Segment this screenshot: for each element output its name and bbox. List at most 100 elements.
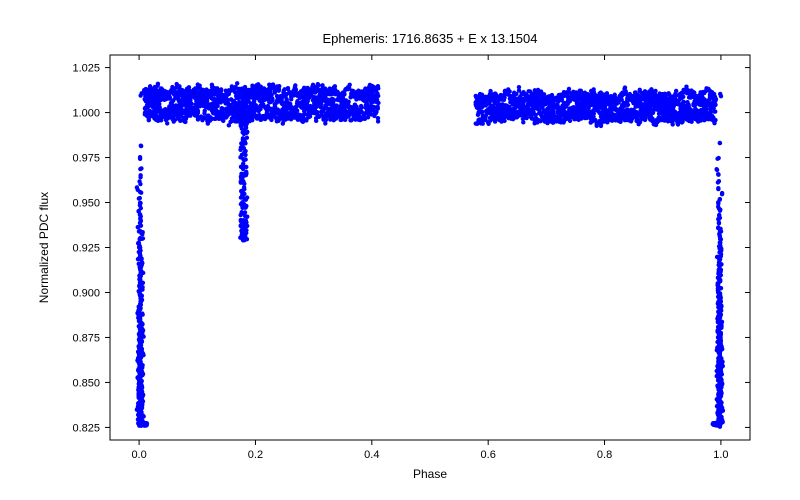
data-point (484, 103, 488, 107)
data-point (716, 173, 720, 177)
data-point (167, 107, 171, 111)
data-point (701, 101, 705, 105)
x-tick-label: 0.4 (364, 449, 379, 461)
data-point (240, 153, 244, 157)
data-point (686, 103, 690, 107)
data-point (548, 95, 552, 99)
data-point (239, 172, 243, 176)
data-point (530, 108, 534, 112)
data-point (518, 111, 522, 115)
data-point (627, 114, 631, 118)
data-point (373, 98, 377, 102)
data-point (588, 96, 592, 100)
data-point (270, 109, 274, 113)
data-point (239, 211, 243, 215)
data-point (693, 114, 697, 118)
data-point (243, 157, 247, 161)
data-point (280, 94, 284, 98)
data-point (676, 98, 680, 102)
data-point (366, 104, 370, 108)
data-point (148, 84, 152, 88)
y-tick-label: 1.025 (72, 63, 100, 75)
data-point (255, 92, 259, 96)
data-point (146, 104, 150, 108)
data-point (239, 177, 243, 181)
data-point (156, 82, 160, 86)
data-point (690, 110, 694, 114)
data-point (159, 87, 163, 91)
data-point (643, 97, 647, 101)
data-point (227, 123, 231, 127)
data-point (693, 107, 697, 111)
data-point (287, 113, 291, 117)
data-point (140, 237, 144, 241)
data-point (185, 114, 189, 118)
data-point (325, 100, 329, 104)
data-point (718, 141, 722, 145)
data-point (318, 88, 322, 92)
data-point (335, 103, 339, 107)
data-point (314, 119, 318, 123)
chart-title: Ephemeris: 1716.8635 + E x 13.1504 (322, 31, 537, 46)
data-point (241, 90, 245, 94)
data-point (240, 105, 244, 109)
data-point (718, 208, 722, 212)
data-point (281, 121, 285, 125)
y-tick-label: 1.000 (72, 108, 100, 120)
y-tick-label: 0.875 (72, 332, 100, 344)
data-point (551, 120, 555, 124)
data-point (149, 94, 153, 98)
data-point (658, 105, 662, 109)
data-point (670, 109, 674, 113)
data-point (579, 116, 583, 120)
data-point (206, 96, 210, 100)
data-point (713, 103, 717, 107)
data-point (154, 110, 158, 114)
data-point (195, 110, 199, 114)
data-point (236, 106, 240, 110)
data-point (510, 102, 514, 106)
data-point (359, 105, 363, 109)
data-point (214, 110, 218, 114)
data-point (267, 113, 271, 117)
data-point (279, 100, 283, 104)
data-point (241, 235, 245, 239)
data-point (653, 89, 657, 93)
data-point (646, 110, 650, 114)
data-point (323, 121, 327, 125)
data-point (264, 107, 268, 111)
data-point (136, 421, 140, 425)
data-point (623, 85, 627, 89)
data-point (138, 190, 142, 194)
data-point (524, 116, 528, 120)
data-point (664, 104, 668, 108)
y-tick-label: 0.825 (72, 422, 100, 434)
data-point (351, 115, 355, 119)
data-point (239, 94, 243, 98)
data-point (716, 186, 720, 190)
data-point (533, 88, 537, 92)
data-point (714, 97, 718, 101)
data-point (319, 110, 323, 114)
data-point (567, 99, 571, 103)
data-point (182, 89, 186, 93)
data-point (499, 110, 503, 114)
data-point (607, 111, 611, 115)
data-point (578, 109, 582, 113)
data-point (308, 90, 312, 94)
data-point (474, 102, 478, 106)
data-point (502, 118, 506, 122)
data-point (479, 121, 483, 125)
data-point (351, 110, 355, 114)
data-point (153, 116, 157, 120)
data-point (348, 83, 352, 87)
data-point (370, 84, 374, 88)
data-point (137, 196, 141, 200)
data-point (240, 145, 244, 149)
data-point (600, 113, 604, 117)
y-tick-label: 0.900 (72, 287, 100, 299)
data-point (197, 93, 201, 97)
data-point (720, 192, 724, 196)
data-point (533, 113, 537, 117)
data-point (633, 110, 637, 114)
